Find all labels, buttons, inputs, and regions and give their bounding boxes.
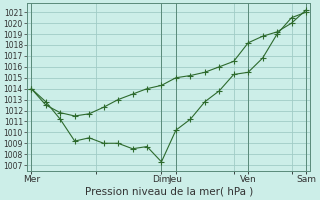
X-axis label: Pression niveau de la mer( hPa ): Pression niveau de la mer( hPa ) [84,187,253,197]
